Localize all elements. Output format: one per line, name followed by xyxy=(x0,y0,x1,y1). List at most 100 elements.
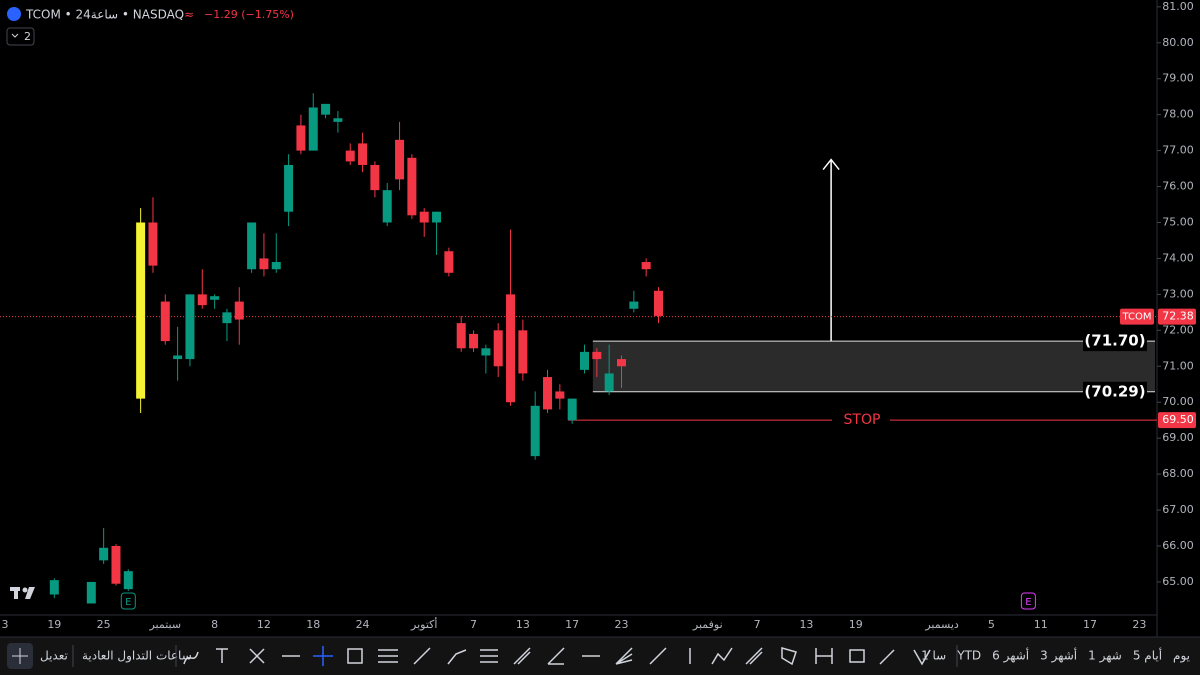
candle-body xyxy=(456,323,466,349)
session-button[interactable]: ساعات التداول العادية xyxy=(82,649,192,664)
candle-body xyxy=(148,222,158,266)
indicator-toggle[interactable] xyxy=(6,27,35,46)
candle-body xyxy=(99,547,109,561)
range-button[interactable]: 1 سا xyxy=(921,649,946,663)
candle-body xyxy=(543,377,553,410)
candle-body xyxy=(284,164,294,212)
crosshair-icon xyxy=(12,648,28,664)
candle-body xyxy=(432,211,442,223)
y-tick-label: 73.00 xyxy=(1162,287,1194,300)
candle-body xyxy=(259,258,269,270)
candle-body xyxy=(493,330,503,367)
y-tick-label: 75.00 xyxy=(1162,215,1194,228)
zone-label: (71.70) xyxy=(1084,332,1145,350)
candle-body xyxy=(49,580,59,595)
earnings-marker[interactable] xyxy=(1020,592,1036,610)
earnings-marker[interactable] xyxy=(120,592,136,610)
range-button[interactable]: 1 شهر xyxy=(1088,649,1122,664)
x-tick-label: 23 xyxy=(1132,618,1146,631)
candle-body xyxy=(506,294,516,403)
candle-body xyxy=(419,211,429,223)
candle-body xyxy=(518,330,528,374)
candle-body xyxy=(111,545,121,584)
candle-body xyxy=(296,125,306,151)
tradingview-logo xyxy=(10,587,35,599)
stop-price-label: 69.50 xyxy=(1162,413,1194,426)
candle-body xyxy=(370,164,380,191)
x-tick-label: 19 xyxy=(849,618,863,631)
candle-body xyxy=(629,301,639,309)
x-tick-label: 18 xyxy=(306,618,320,631)
chevron-icon xyxy=(11,33,19,38)
x-tick-label: 17 xyxy=(1083,618,1097,631)
y-tick-label: 65.00 xyxy=(1162,575,1194,588)
x-tick-label: 3 xyxy=(2,618,9,631)
price-change: −1.29 (−1.75%) xyxy=(204,8,294,21)
x-tick-label: 11 xyxy=(1034,618,1048,631)
x-tick-label: 24 xyxy=(356,618,370,631)
range-button[interactable]: يوم xyxy=(1173,649,1190,664)
candle-body xyxy=(530,405,540,457)
x-tick-label: 13 xyxy=(799,618,813,631)
last-price-box xyxy=(1158,308,1196,325)
candle-body xyxy=(641,262,651,270)
edit-button[interactable]: تعديل xyxy=(40,649,68,663)
x-tick-label: 5 xyxy=(988,618,995,631)
zone xyxy=(592,341,1155,392)
zone-label-bg xyxy=(1083,381,1147,402)
candle-body xyxy=(444,251,454,273)
x-tick-label: 17 xyxy=(565,618,579,631)
candle-body xyxy=(580,351,590,370)
candle-body xyxy=(173,355,183,360)
candle-body xyxy=(185,294,195,360)
symbol-logo[interactable] xyxy=(7,7,21,21)
drawing-tools[interactable] xyxy=(183,646,931,666)
last-price-tag: TCOM xyxy=(1121,312,1151,323)
candle-body xyxy=(234,301,244,320)
candle-body xyxy=(604,373,614,392)
candle-body xyxy=(358,143,368,165)
x-tick-label: نوفمبر xyxy=(692,618,723,631)
candle-body xyxy=(592,351,602,360)
candle-body xyxy=(481,348,491,356)
symbol-title[interactable]: TCOM • 24ساعة • NASDAQ xyxy=(25,8,184,22)
earnings-marker-label: E xyxy=(1025,597,1031,608)
x-tick-label: 7 xyxy=(754,618,761,631)
indicator-count: 2 xyxy=(24,30,31,43)
candle-body xyxy=(136,222,146,399)
candle-body xyxy=(469,333,479,349)
last-price-tag-bg xyxy=(1120,308,1154,325)
x-tick-label: 8 xyxy=(211,618,218,631)
y-tick-label: 72.00 xyxy=(1162,323,1194,336)
candle-body xyxy=(86,581,96,604)
candle-body xyxy=(222,312,232,324)
y-tick-label: 66.00 xyxy=(1162,539,1194,552)
x-tick-label: ديسمبر xyxy=(924,618,959,631)
candle-body xyxy=(197,294,207,306)
stop-text: STOP xyxy=(844,412,881,428)
range-button[interactable]: YTD xyxy=(956,649,981,663)
x-tick-label: 23 xyxy=(615,618,629,631)
x-tick-label: 12 xyxy=(257,618,271,631)
x-tick-label: سبتمبر xyxy=(148,618,181,631)
x-tick-label: 7 xyxy=(470,618,477,631)
candle-body xyxy=(210,296,220,300)
y-tick-label: 74.00 xyxy=(1162,251,1194,264)
data-provider-icon: ≈ xyxy=(184,8,194,22)
y-tick-label: 67.00 xyxy=(1162,503,1194,516)
range-button[interactable]: 3 أشهر xyxy=(1040,648,1077,664)
candle-body xyxy=(345,150,355,162)
arrow-head xyxy=(822,158,840,171)
stop-text-bg xyxy=(832,411,890,430)
x-tick-label: 19 xyxy=(47,618,61,631)
zone-label-bg xyxy=(1083,331,1147,352)
candle-body xyxy=(271,262,281,270)
range-button[interactable]: 6 أشهر xyxy=(992,648,1029,664)
y-tick-label: 81.00 xyxy=(1162,0,1194,13)
x-tick-label: 25 xyxy=(97,618,111,631)
candle-body xyxy=(617,359,626,367)
candle-body xyxy=(247,222,257,270)
range-button[interactable]: 5 أيام xyxy=(1133,648,1162,663)
